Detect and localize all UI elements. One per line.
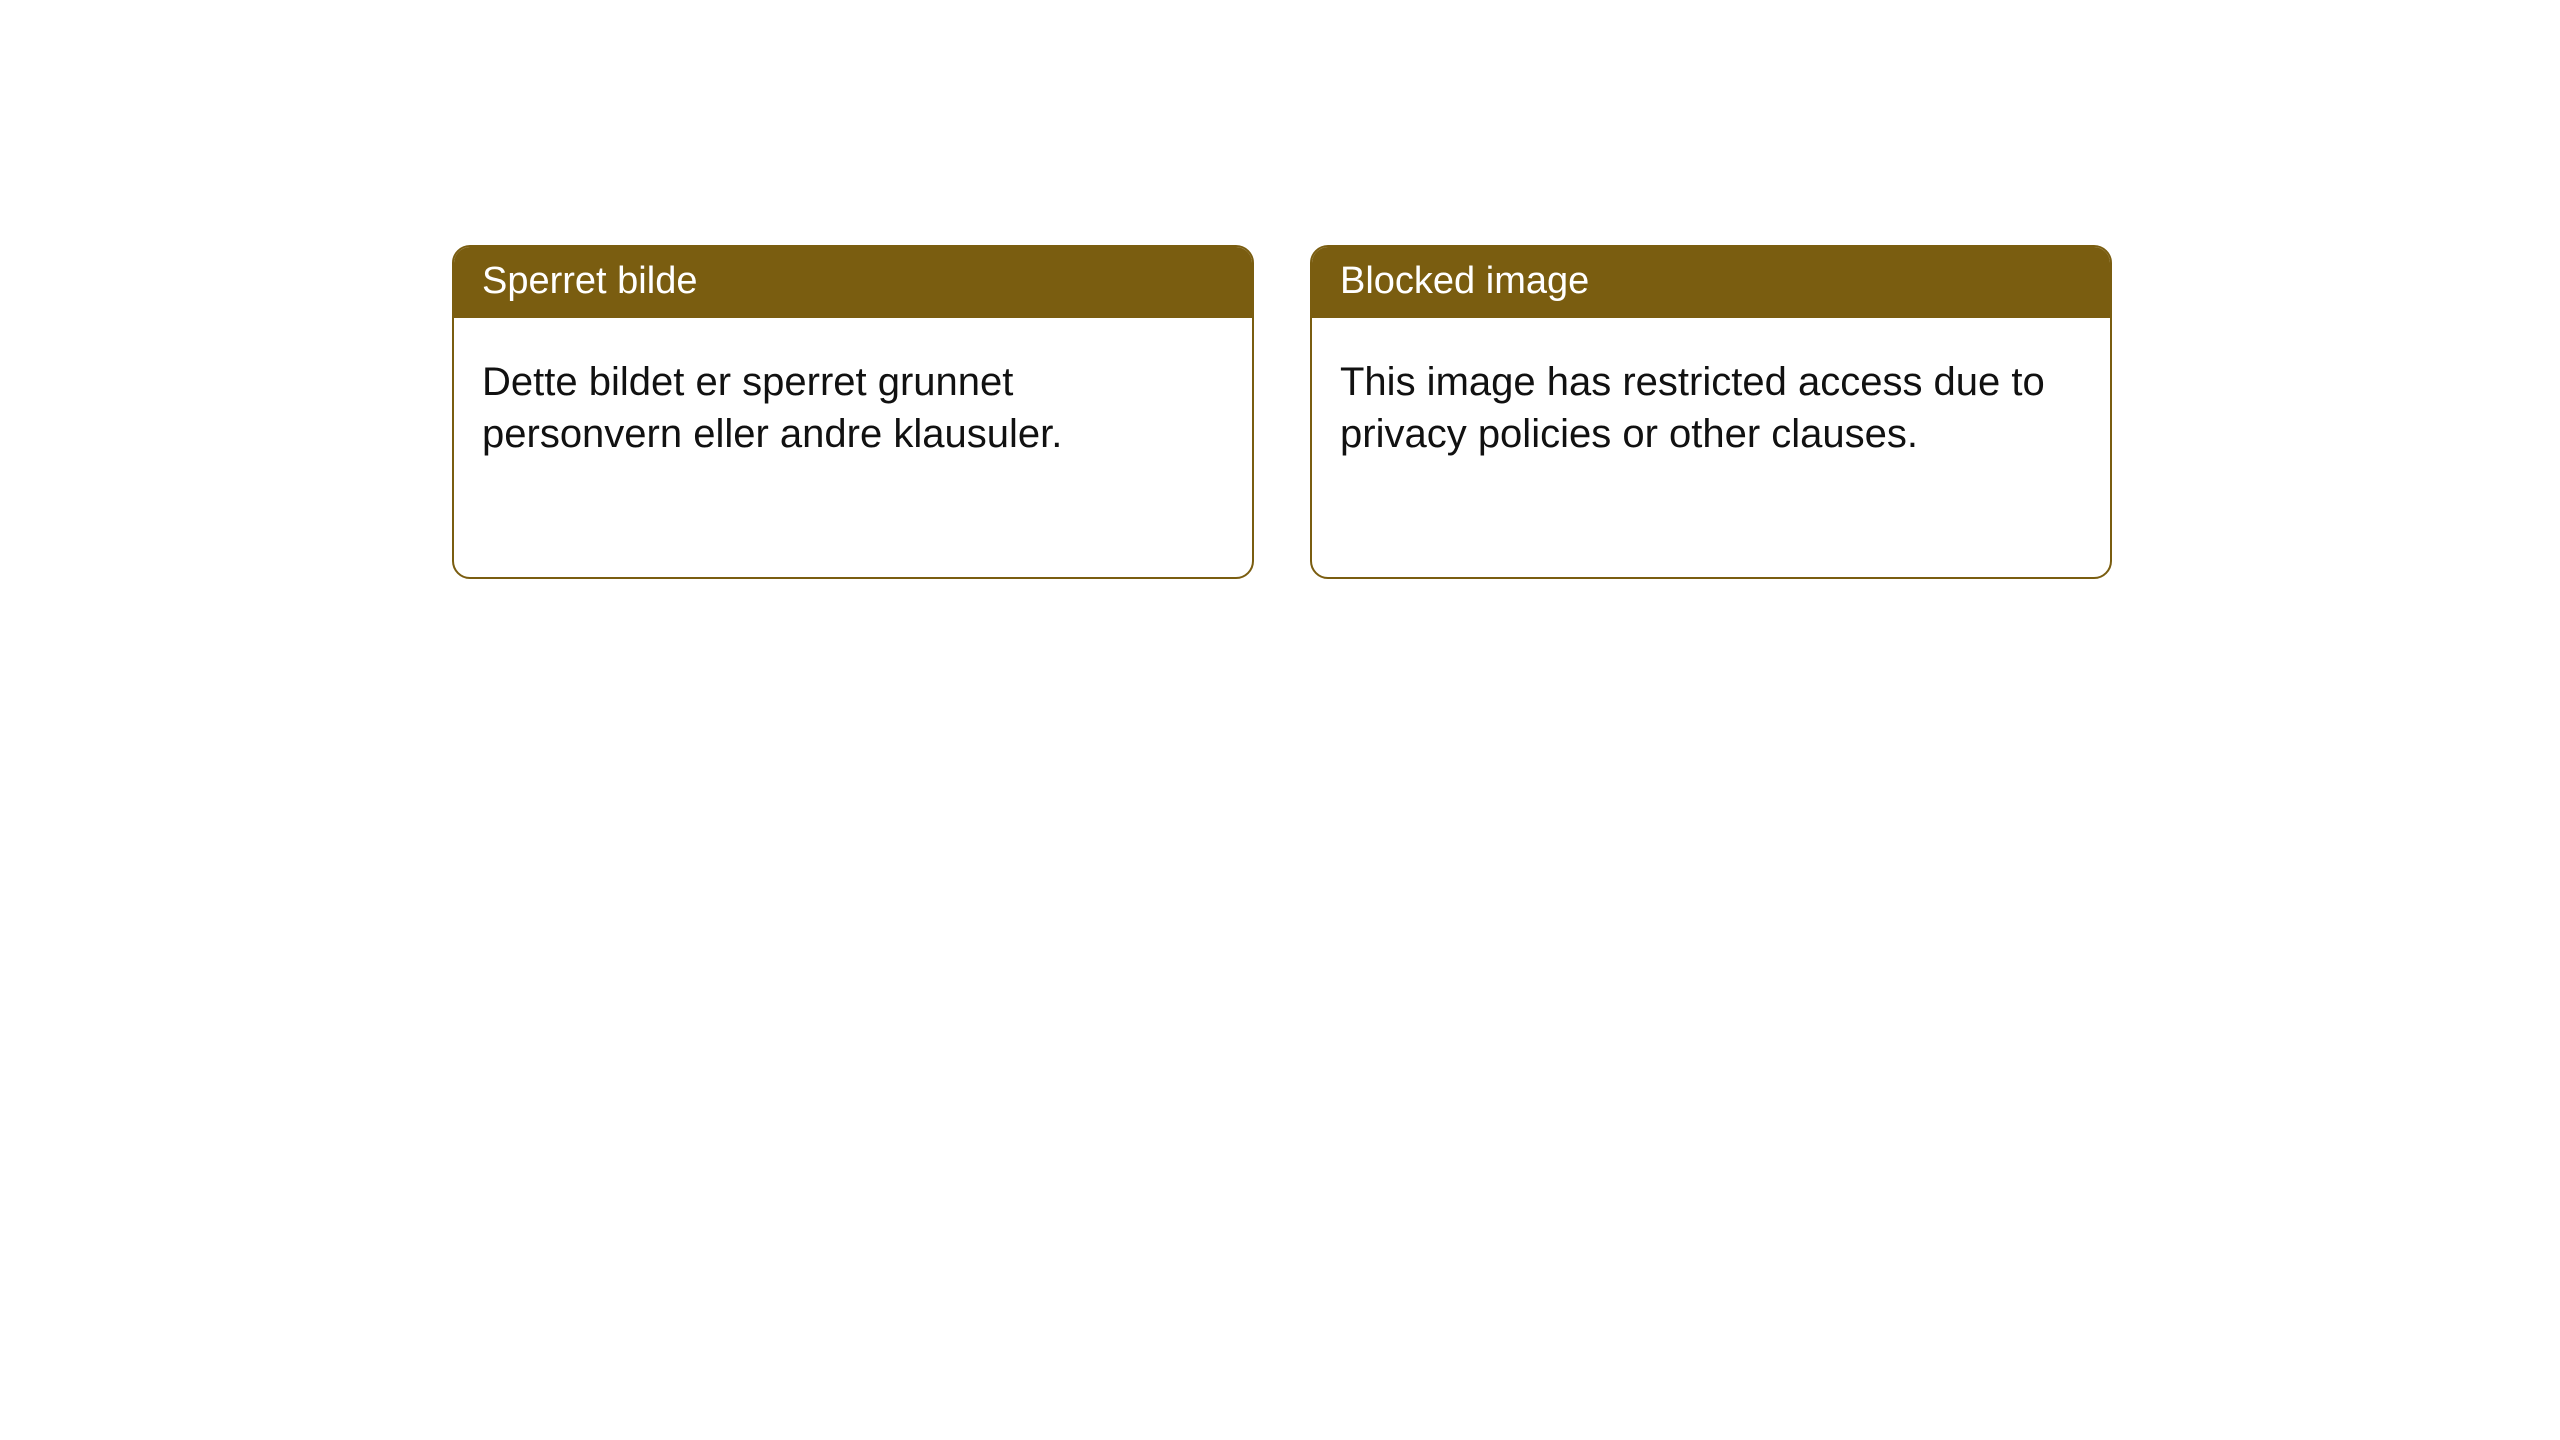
- notice-card-english: Blocked image This image has restricted …: [1310, 245, 2112, 579]
- notice-card-body: This image has restricted access due to …: [1312, 318, 2110, 490]
- notice-card-norwegian: Sperret bilde Dette bildet er sperret gr…: [452, 245, 1254, 579]
- notice-card-header: Sperret bilde: [454, 247, 1252, 318]
- notice-cards-row: Sperret bilde Dette bildet er sperret gr…: [452, 245, 2112, 579]
- page-container: Sperret bilde Dette bildet er sperret gr…: [0, 0, 2560, 1440]
- notice-card-body: Dette bildet er sperret grunnet personve…: [454, 318, 1252, 490]
- notice-card-header: Blocked image: [1312, 247, 2110, 318]
